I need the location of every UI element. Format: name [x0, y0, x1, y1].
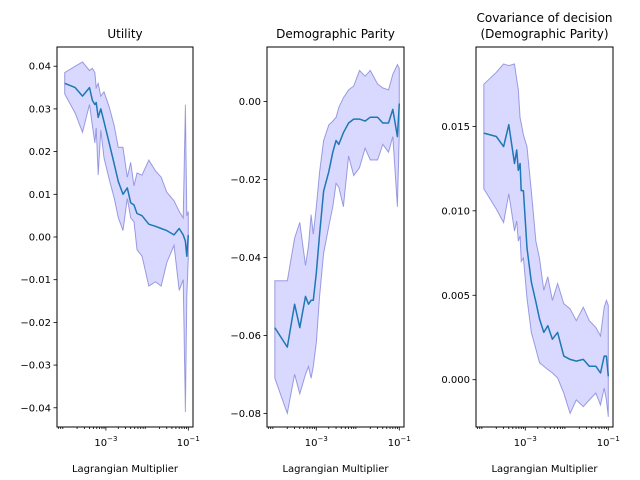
y-tick-label: −0.08	[230, 409, 261, 420]
x-axis-label: Lagrangian Multiplier	[282, 464, 389, 475]
chart-title: Covariance of decision (Demographic Parit…	[476, 11, 612, 41]
y-tick-label: 0.00	[29, 233, 51, 244]
y-tick-label: −0.04	[20, 403, 51, 414]
x-axis-label: Lagrangian Multiplier	[491, 464, 598, 475]
x-tick-label: 10−1	[177, 435, 200, 449]
y-tick-label: −0.06	[230, 331, 261, 342]
y-tick-label: 0.02	[29, 147, 51, 158]
y-tick-label: 0.03	[29, 104, 51, 115]
y-tick-label: 0.010	[441, 206, 470, 217]
x-axis-label: Lagrangian Multiplier	[72, 464, 179, 475]
confidence-band	[483, 63, 609, 417]
y-tick-label: 0.00	[239, 97, 261, 108]
y-tick-label: 0.005	[441, 291, 470, 302]
y-tick-label: −0.03	[20, 361, 51, 372]
y-tick-label: 0.04	[29, 62, 51, 73]
y-tick-label: 0.000	[441, 375, 470, 386]
chart-title: Utility	[107, 27, 142, 41]
confidence-band	[274, 63, 400, 416]
x-tick-label: 10−3	[514, 435, 537, 449]
x-tick-label: 10−3	[94, 435, 117, 449]
axes-frame	[266, 46, 405, 428]
mean-line	[483, 123, 610, 377]
y-tick-label: 0.015	[441, 122, 470, 133]
x-tick-label: 10−1	[388, 435, 411, 449]
confidence-band	[64, 61, 189, 413]
mean-line	[274, 103, 401, 348]
y-tick-label: −0.02	[230, 175, 261, 186]
subplot-2: 0.00 −0.02 −0.04 −0.06 −0.08 10−3 10−1 Lagrangi…	[230, 27, 410, 475]
mean-line	[64, 82, 190, 257]
y-tick-label: −0.02	[20, 318, 51, 329]
y-tick-label: −0.04	[230, 253, 261, 264]
x-tick-label: 10−1	[597, 435, 620, 449]
subplot-1: 0.04 0.03 0.02 0.01 0.00 −0.01 −0.02 −0.03 −0.04…	[20, 27, 199, 475]
x-tick-label: 10−3	[305, 435, 328, 449]
chart-title: Demographic Parity	[276, 27, 395, 41]
y-tick-label: −0.01	[20, 275, 51, 286]
axes-frame	[475, 46, 614, 428]
subplot-3: 0.015 0.010 0.005 0.000 10−3 10−1 Lagrangian M…	[441, 11, 619, 475]
y-tick-label: 0.01	[29, 190, 51, 201]
